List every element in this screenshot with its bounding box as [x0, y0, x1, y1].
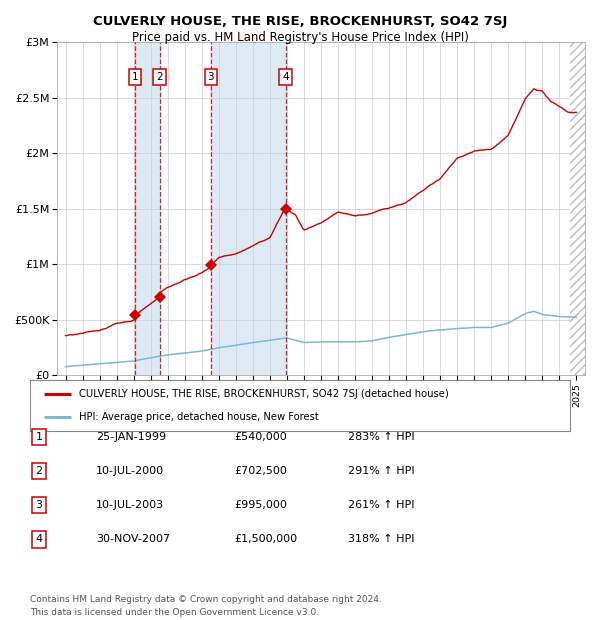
Text: Price paid vs. HM Land Registry's House Price Index (HPI): Price paid vs. HM Land Registry's House … [131, 31, 469, 44]
Text: HPI: Average price, detached house, New Forest: HPI: Average price, detached house, New … [79, 412, 319, 422]
Bar [211, 42, 286, 375]
Text: 4: 4 [35, 534, 43, 544]
Text: 4: 4 [282, 72, 289, 82]
Text: 1: 1 [131, 72, 138, 82]
Text: CULVERLY HOUSE, THE RISE, BROCKENHURST, SO42 7SJ: CULVERLY HOUSE, THE RISE, BROCKENHURST, … [93, 16, 507, 29]
Text: £702,500: £702,500 [234, 466, 287, 476]
Text: 2: 2 [157, 72, 163, 82]
Text: 30-NOV-2007: 30-NOV-2007 [96, 534, 170, 544]
Text: Contains HM Land Registry data © Crown copyright and database right 2024.
This d: Contains HM Land Registry data © Crown c… [30, 595, 382, 617]
Text: 2: 2 [35, 466, 43, 476]
Bar [135, 42, 160, 375]
Text: 318% ↑ HPI: 318% ↑ HPI [348, 534, 415, 544]
Text: 261% ↑ HPI: 261% ↑ HPI [348, 500, 415, 510]
Text: £1,500,000: £1,500,000 [234, 534, 297, 544]
Text: 10-JUL-2000: 10-JUL-2000 [96, 466, 164, 476]
Bar [569, 42, 595, 375]
Text: 1: 1 [35, 432, 43, 442]
Text: £995,000: £995,000 [234, 500, 287, 510]
Text: £540,000: £540,000 [234, 432, 287, 442]
Text: 25-JAN-1999: 25-JAN-1999 [96, 432, 166, 442]
Text: 283% ↑ HPI: 283% ↑ HPI [348, 432, 415, 442]
Text: CULVERLY HOUSE, THE RISE, BROCKENHURST, SO42 7SJ (detached house): CULVERLY HOUSE, THE RISE, BROCKENHURST, … [79, 389, 448, 399]
Text: 291% ↑ HPI: 291% ↑ HPI [348, 466, 415, 476]
Text: 3: 3 [35, 500, 43, 510]
Text: 3: 3 [208, 72, 214, 82]
Text: 10-JUL-2003: 10-JUL-2003 [96, 500, 164, 510]
